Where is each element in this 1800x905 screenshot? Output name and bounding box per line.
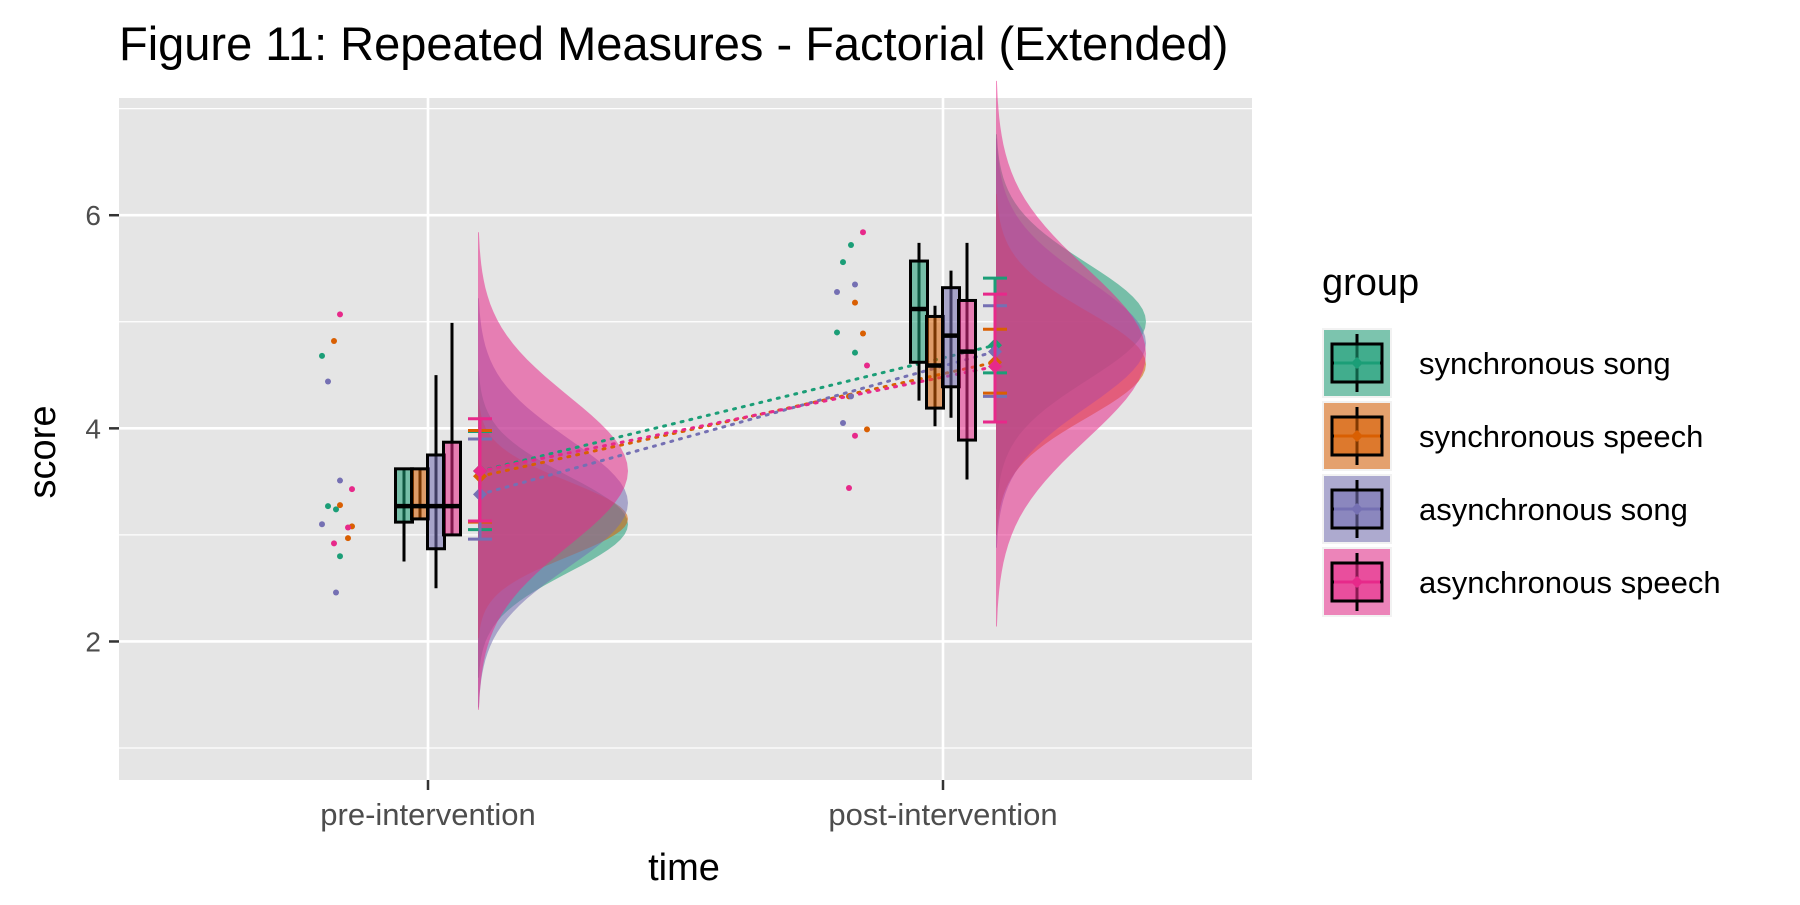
- raw-point: [860, 330, 866, 337]
- raw-point: [345, 535, 351, 542]
- density-3-1: [996, 80, 1146, 627]
- mean-lines-group: [478, 343, 997, 496]
- raw-point: [337, 311, 343, 318]
- legend-title: group: [1322, 262, 1419, 304]
- raw-point: [848, 242, 854, 249]
- legend-key-marker: [1351, 430, 1363, 442]
- raw-point: [852, 299, 858, 306]
- x-tick-label: pre-intervention: [320, 797, 535, 832]
- raw-point: [331, 540, 337, 547]
- chart-title: Figure 11: Repeated Measures - Factorial…: [119, 17, 1228, 70]
- raw-point: [345, 524, 351, 531]
- raw-point: [846, 485, 852, 492]
- raw-point: [337, 502, 343, 509]
- y-tick-label: 4: [85, 413, 101, 444]
- axes-group: 2 4 6 pre-intervention post-intervention: [85, 200, 1057, 832]
- box-body: [394, 467, 414, 524]
- raw-point: [333, 506, 339, 513]
- legend-key-marker: [1351, 503, 1363, 515]
- mean-line-0: [478, 343, 997, 473]
- x-axis-label: time: [648, 847, 720, 889]
- legend-key-marker: [1351, 357, 1363, 369]
- legend-group: synchronous song synchronous speech asynch…: [1322, 328, 1721, 617]
- boxplot-group: [394, 242, 977, 589]
- legend-label: asynchronous song: [1419, 492, 1688, 527]
- y-tick-label: 2: [85, 626, 101, 657]
- legend-label: synchronous song: [1419, 346, 1671, 381]
- raw-point: [349, 486, 355, 493]
- raw-point: [848, 393, 854, 400]
- raw-point: [864, 362, 870, 369]
- raw-point: [337, 477, 343, 484]
- raw-point: [331, 337, 337, 344]
- y-tick-label: 6: [85, 200, 101, 231]
- raw-point: [333, 589, 339, 596]
- raw-point: [864, 426, 870, 433]
- error-bar-group: [468, 276, 1007, 541]
- legend-label: synchronous speech: [1419, 419, 1703, 454]
- x-tick-label: post-intervention: [828, 797, 1057, 832]
- legend-label: asynchronous speech: [1419, 565, 1721, 600]
- density-group: [478, 80, 1146, 710]
- raw-point: [319, 352, 325, 359]
- y-axis-label: score: [22, 406, 64, 499]
- mean-line-3: [478, 365, 997, 473]
- raw-point: [852, 281, 858, 288]
- raw-point: [834, 329, 840, 336]
- box-body: [925, 314, 945, 410]
- box-body: [410, 467, 430, 521]
- raw-point: [852, 349, 858, 356]
- raw-points-group: [319, 229, 870, 596]
- mean-marker: [473, 463, 487, 478]
- raw-point: [337, 553, 343, 560]
- raw-point: [860, 229, 866, 236]
- box-body: [442, 440, 462, 537]
- raw-point: [319, 521, 325, 528]
- raw-point: [840, 259, 846, 266]
- mean-line-2: [478, 350, 997, 496]
- mean-marker: [988, 359, 1002, 374]
- box-body: [957, 298, 977, 442]
- box-body: [426, 453, 446, 551]
- raw-point: [325, 378, 331, 385]
- raw-point: [834, 288, 840, 295]
- legend-key-marker: [1351, 576, 1363, 588]
- box-body: [909, 259, 929, 364]
- raw-point: [325, 503, 331, 510]
- raw-point: [840, 420, 846, 427]
- density-3-0: [478, 232, 628, 710]
- raw-point: [852, 432, 858, 439]
